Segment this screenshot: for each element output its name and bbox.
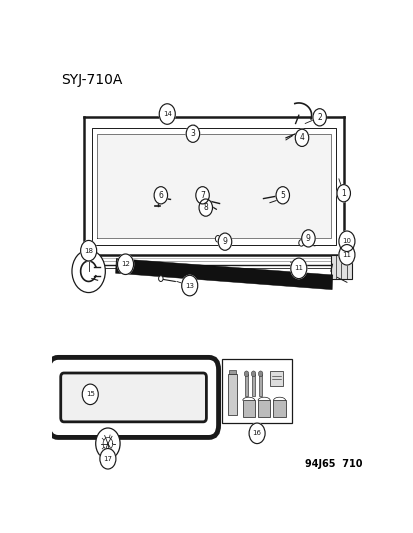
Text: 18: 18 bbox=[84, 248, 93, 254]
Text: 9: 9 bbox=[222, 237, 227, 246]
Circle shape bbox=[298, 240, 303, 246]
Circle shape bbox=[301, 230, 314, 247]
Circle shape bbox=[186, 125, 199, 142]
Circle shape bbox=[312, 109, 325, 126]
Text: 7: 7 bbox=[199, 191, 204, 200]
Bar bbox=[227, 374, 237, 415]
Circle shape bbox=[117, 254, 133, 274]
Bar bbox=[330, 255, 351, 279]
Text: 9: 9 bbox=[305, 234, 310, 243]
Text: 3: 3 bbox=[190, 129, 195, 138]
Text: 94J65  710: 94J65 710 bbox=[305, 459, 362, 470]
Circle shape bbox=[158, 276, 163, 281]
Text: 14: 14 bbox=[162, 111, 171, 117]
Text: 8: 8 bbox=[203, 203, 208, 212]
Circle shape bbox=[338, 245, 354, 265]
Circle shape bbox=[258, 371, 262, 377]
Circle shape bbox=[199, 199, 212, 216]
Text: 11: 11 bbox=[342, 252, 351, 258]
Text: 1: 1 bbox=[341, 189, 345, 198]
Bar bbox=[269, 370, 282, 386]
Circle shape bbox=[275, 187, 289, 204]
Text: 16: 16 bbox=[252, 430, 261, 437]
Circle shape bbox=[249, 423, 264, 443]
Polygon shape bbox=[115, 259, 332, 289]
Text: SYJ-710A: SYJ-710A bbox=[61, 73, 122, 87]
Text: 11: 11 bbox=[294, 265, 303, 271]
Circle shape bbox=[338, 231, 354, 252]
Text: 4: 4 bbox=[299, 133, 304, 142]
Text: 12: 12 bbox=[121, 261, 130, 267]
Circle shape bbox=[100, 448, 116, 469]
Text: 13: 13 bbox=[185, 282, 194, 288]
Text: 5: 5 bbox=[280, 191, 285, 200]
Circle shape bbox=[159, 104, 175, 124]
Circle shape bbox=[215, 236, 220, 242]
Text: 2: 2 bbox=[316, 113, 321, 122]
FancyBboxPatch shape bbox=[61, 373, 206, 422]
Text: 15: 15 bbox=[85, 391, 95, 397]
Polygon shape bbox=[96, 134, 330, 238]
Circle shape bbox=[181, 276, 197, 296]
Circle shape bbox=[82, 384, 98, 405]
Circle shape bbox=[244, 371, 248, 377]
Circle shape bbox=[290, 258, 306, 279]
Bar bbox=[244, 374, 247, 397]
Text: 17: 17 bbox=[103, 456, 112, 462]
Circle shape bbox=[336, 184, 350, 202]
Circle shape bbox=[95, 428, 120, 459]
Circle shape bbox=[218, 233, 231, 251]
Circle shape bbox=[251, 371, 255, 377]
Bar bbox=[252, 374, 254, 397]
Circle shape bbox=[81, 240, 96, 261]
FancyBboxPatch shape bbox=[48, 358, 218, 438]
Bar bbox=[259, 374, 261, 397]
Circle shape bbox=[154, 187, 167, 204]
Bar bbox=[273, 400, 285, 417]
Bar bbox=[242, 400, 254, 417]
Circle shape bbox=[72, 250, 105, 293]
Bar bbox=[229, 370, 235, 374]
Text: 6: 6 bbox=[158, 191, 163, 200]
Circle shape bbox=[192, 125, 196, 130]
Text: 10: 10 bbox=[342, 238, 351, 244]
Circle shape bbox=[294, 129, 308, 147]
Bar bbox=[221, 359, 292, 423]
Bar bbox=[257, 400, 270, 417]
Circle shape bbox=[195, 187, 209, 204]
